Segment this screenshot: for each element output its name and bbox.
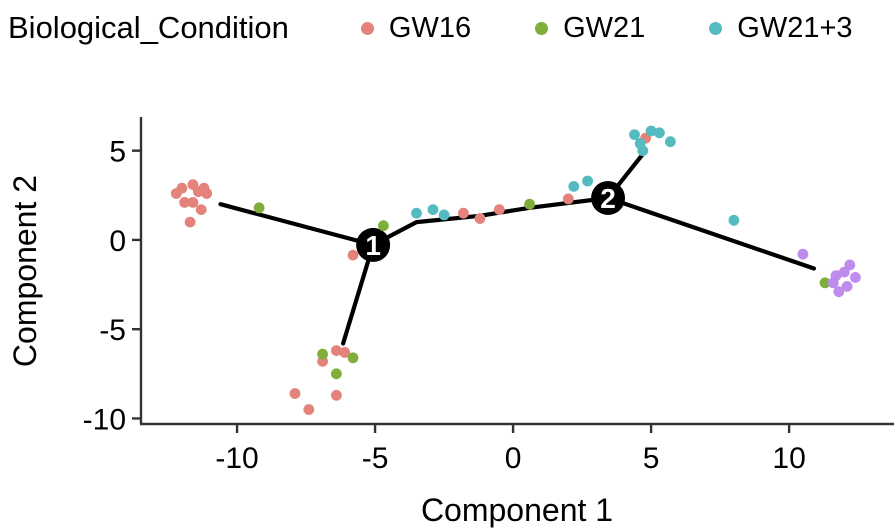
legend-item-label: GW16 xyxy=(388,11,472,44)
data-point-GW16 xyxy=(201,188,213,199)
y-tick-label: -10 xyxy=(83,403,126,436)
data-point-GW21+3 xyxy=(645,125,657,137)
data-point-GW16 xyxy=(289,388,301,399)
trajectory-node xyxy=(591,180,626,215)
y-tick-label: -5 xyxy=(99,314,126,347)
trajectory-node-label: 2 xyxy=(600,183,616,214)
data-point-unlabeled xyxy=(838,266,850,278)
data-point-GW21+3 xyxy=(411,207,422,219)
data-point-unlabeled xyxy=(827,277,839,289)
data-point-GW21 xyxy=(524,198,535,210)
data-point-GW16 xyxy=(331,389,342,401)
data-point-GW21+3 xyxy=(568,181,580,192)
trajectory-segment xyxy=(605,195,817,271)
y-tick-label: 5 xyxy=(109,136,126,169)
legend-item-GW16: GW16 xyxy=(360,11,472,45)
data-point-GW21+3 xyxy=(654,127,665,139)
data-point-GW21+3 xyxy=(728,214,740,226)
data-point-GW21+3 xyxy=(637,145,649,157)
legend-item-GW21+3: GW21+3 xyxy=(709,11,853,45)
data-point-unlabeled xyxy=(850,272,861,283)
data-point-GW21 xyxy=(331,368,342,380)
legend-dot-icon xyxy=(709,21,723,35)
data-point-GW16 xyxy=(562,193,574,205)
y-tick-label: 0 xyxy=(109,225,126,258)
trajectory-segment xyxy=(218,202,376,247)
data-point-GW16 xyxy=(339,347,351,358)
data-point-unlabeled xyxy=(833,286,845,298)
data-point-GW16 xyxy=(176,182,188,194)
y-axis-title: Component 2 xyxy=(7,175,43,367)
trajectory-segment xyxy=(341,242,376,346)
data-point-GW16 xyxy=(493,204,505,216)
data-point-GW21+3 xyxy=(629,129,640,141)
data-point-unlabeled xyxy=(797,248,809,260)
x-tick-label: -5 xyxy=(362,442,389,475)
trajectory-node xyxy=(356,227,391,262)
data-point-GW21+3 xyxy=(665,136,676,148)
legend-title: Biological_Condition xyxy=(8,10,289,45)
data-point-GW16 xyxy=(187,197,199,208)
data-point-GW16 xyxy=(184,216,196,228)
data-point-GW21+3 xyxy=(438,209,450,221)
legend-item-label: GW21 xyxy=(563,11,646,44)
x-tick-label: -10 xyxy=(215,442,258,475)
data-point-GW21 xyxy=(378,220,389,232)
legend: Biological_Condition GW16 GW21 GW21+3 xyxy=(8,6,853,50)
legend-dot-icon xyxy=(535,21,549,35)
legend-dot-icon xyxy=(360,21,374,35)
data-point-GW16 xyxy=(474,213,486,224)
trajectory-segment xyxy=(371,195,611,247)
data-point-GW16 xyxy=(458,207,469,219)
data-point-GW21+3 xyxy=(582,175,593,187)
data-point-GW21+3 xyxy=(427,204,439,216)
data-point-GW16 xyxy=(347,249,359,261)
legend-items: GW16 GW21 GW21+3 xyxy=(360,11,853,45)
trajectory-node-label: 1 xyxy=(365,230,381,261)
x-tick-label: 0 xyxy=(505,442,522,475)
data-point-unlabeled xyxy=(841,281,853,292)
x-tick-label: 10 xyxy=(772,442,805,475)
data-point-GW21 xyxy=(347,352,359,364)
legend-item-label: GW21+3 xyxy=(737,11,853,44)
data-point-GW16 xyxy=(303,404,315,415)
legend-item-GW21: GW21 xyxy=(535,12,645,45)
data-point-GW21 xyxy=(317,348,328,360)
data-point-GW16 xyxy=(331,345,342,356)
x-tick-label: 5 xyxy=(643,442,660,475)
data-point-GW21 xyxy=(253,202,265,214)
data-point-GW16 xyxy=(179,197,191,208)
data-point-GW16 xyxy=(195,204,207,216)
x-axis-title: Component 1 xyxy=(421,492,613,528)
data-point-GW21 xyxy=(819,277,831,289)
plot-panel: -10 -5 0 5 10 5 0 -5 -10 1 2 xyxy=(83,117,894,475)
